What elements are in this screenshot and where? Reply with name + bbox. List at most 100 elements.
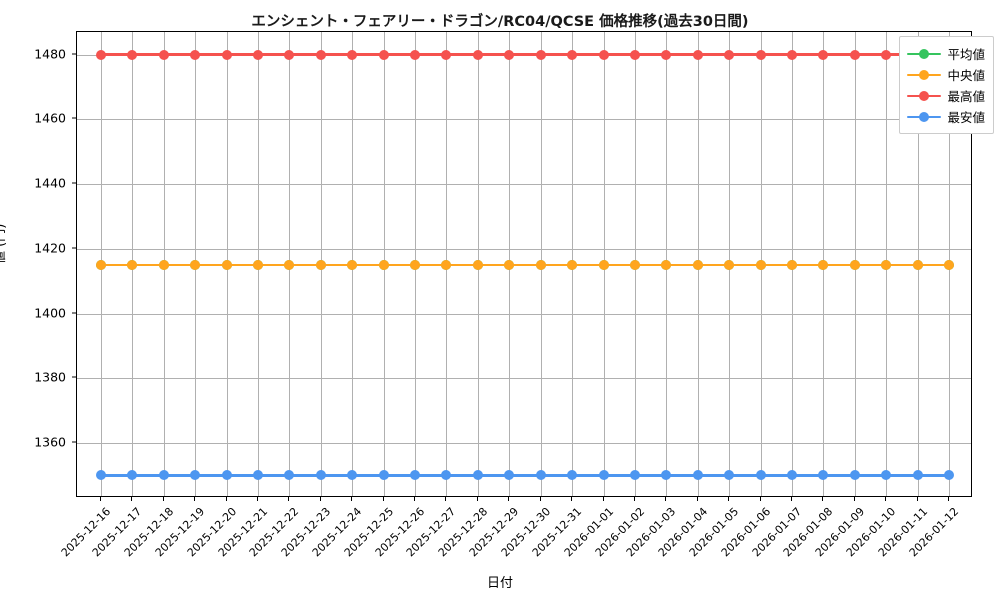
- legend-item[interactable]: 平均値: [907, 43, 985, 64]
- legend-item-label: 平均値: [947, 47, 985, 62]
- legend-item[interactable]: 中央値: [907, 64, 985, 85]
- series-data-point: [692, 470, 703, 481]
- series-data-point: [535, 49, 546, 60]
- series-data-point: [881, 260, 892, 270]
- series-data-point: [629, 260, 640, 270]
- series-data-point: [221, 260, 232, 270]
- series-data-point: [755, 49, 766, 60]
- series-data-point: [535, 260, 546, 270]
- series-line-segment: [603, 53, 635, 56]
- series-line-segment: [258, 474, 290, 477]
- legend-item[interactable]: 最安値: [907, 106, 985, 127]
- series-line-segment: [791, 53, 824, 56]
- x-axis-tick-mark: [571, 497, 573, 501]
- y-axis-tick-label: 1400: [34, 305, 66, 321]
- series-data-point: [315, 260, 326, 270]
- series-data-point: [598, 470, 609, 481]
- series-data-point: [881, 49, 892, 60]
- series-line-segment: [540, 474, 573, 477]
- chart-title: エンシェント・フェアリー・ドラゴン/RC04/QCSE 価格推移(過去30日間): [251, 14, 749, 30]
- series-line-segment: [477, 263, 510, 267]
- series-data-point: [253, 49, 264, 60]
- y-axis-tick-mark: [72, 247, 76, 249]
- series-data-point: [504, 470, 515, 481]
- x-axis-tick-mark: [602, 497, 604, 501]
- y-axis-tick-mark: [72, 312, 76, 314]
- series-line-segment: [823, 53, 855, 56]
- series-data-point: [944, 260, 954, 270]
- series-data-point: [849, 470, 860, 481]
- series-line-segment: [509, 474, 541, 477]
- series-line-segment: [195, 263, 227, 267]
- series-line-segment: [823, 263, 855, 267]
- x-axis-tick-mark: [351, 497, 353, 501]
- series-line-segment: [603, 474, 635, 477]
- series-data-point: [190, 470, 201, 481]
- series-line-segment: [666, 474, 698, 477]
- x-axis-tick-mark: [665, 497, 667, 501]
- x-axis-tick-mark: [414, 497, 416, 501]
- series-line-segment: [917, 263, 949, 267]
- series-line-segment: [572, 53, 604, 56]
- series-line-segment: [352, 474, 384, 477]
- series-line-segment: [415, 53, 447, 56]
- series-line-segment: [477, 474, 510, 477]
- series-line-segment: [320, 474, 353, 477]
- legend-item-label: 中央値: [947, 68, 985, 83]
- series-data-point: [315, 49, 326, 60]
- x-axis-tick-mark: [948, 497, 949, 501]
- series-data-point: [441, 470, 452, 481]
- series-data-point: [598, 260, 609, 270]
- series-data-point: [378, 260, 389, 270]
- series-data-point: [347, 260, 358, 270]
- series-data-point: [818, 49, 829, 60]
- series-line-segment: [446, 53, 478, 56]
- series-line-segment: [666, 263, 698, 267]
- x-axis-tick-mark: [257, 497, 259, 501]
- series-line-segment: [320, 53, 353, 56]
- x-axis-tick-mark: [445, 497, 447, 501]
- series-data-point: [755, 470, 766, 481]
- series-data-point: [253, 260, 264, 270]
- series-data-point: [158, 260, 169, 270]
- series-data-point: [692, 260, 703, 270]
- legend-item[interactable]: 最高値: [907, 85, 985, 106]
- y-gridline: [77, 248, 971, 250]
- series-data-point: [849, 260, 860, 270]
- x-axis-tick-mark: [288, 497, 290, 501]
- series-line-segment: [760, 263, 792, 267]
- x-axis-tick-mark: [539, 497, 541, 501]
- series-line-segment: [446, 263, 478, 267]
- series-data-point: [944, 470, 954, 481]
- series-line-segment: [101, 263, 133, 267]
- y-gridline: [77, 184, 971, 186]
- series-line-segment: [352, 53, 384, 56]
- series-line-segment: [854, 263, 887, 267]
- series-data-point: [786, 49, 797, 60]
- series-line-segment: [446, 474, 478, 477]
- series-data-point: [378, 49, 389, 60]
- series-data-point: [849, 49, 860, 60]
- series-line-segment: [666, 53, 698, 56]
- series-data-point: [158, 49, 169, 60]
- series-line-segment: [634, 53, 667, 56]
- x-axis-tick-mark: [822, 497, 824, 501]
- series-data-point: [818, 470, 829, 481]
- x-axis-tick-mark: [759, 497, 761, 501]
- series-line-segment: [226, 263, 259, 267]
- series-data-point: [284, 470, 295, 481]
- series-data-point: [661, 260, 672, 270]
- series-line-segment: [697, 263, 730, 267]
- plot-area: [76, 31, 972, 497]
- y-axis-tick-mark: [72, 441, 76, 443]
- series-line-segment: [697, 474, 730, 477]
- y-axis-tick-mark: [72, 376, 76, 378]
- series-line-segment: [603, 263, 635, 267]
- series-data-point: [96, 260, 106, 270]
- y-axis-tick-mark: [72, 53, 76, 55]
- series-data-point: [315, 470, 326, 481]
- series-line-segment: [383, 474, 416, 477]
- series-data-point: [410, 49, 421, 60]
- series-line-segment: [854, 53, 887, 56]
